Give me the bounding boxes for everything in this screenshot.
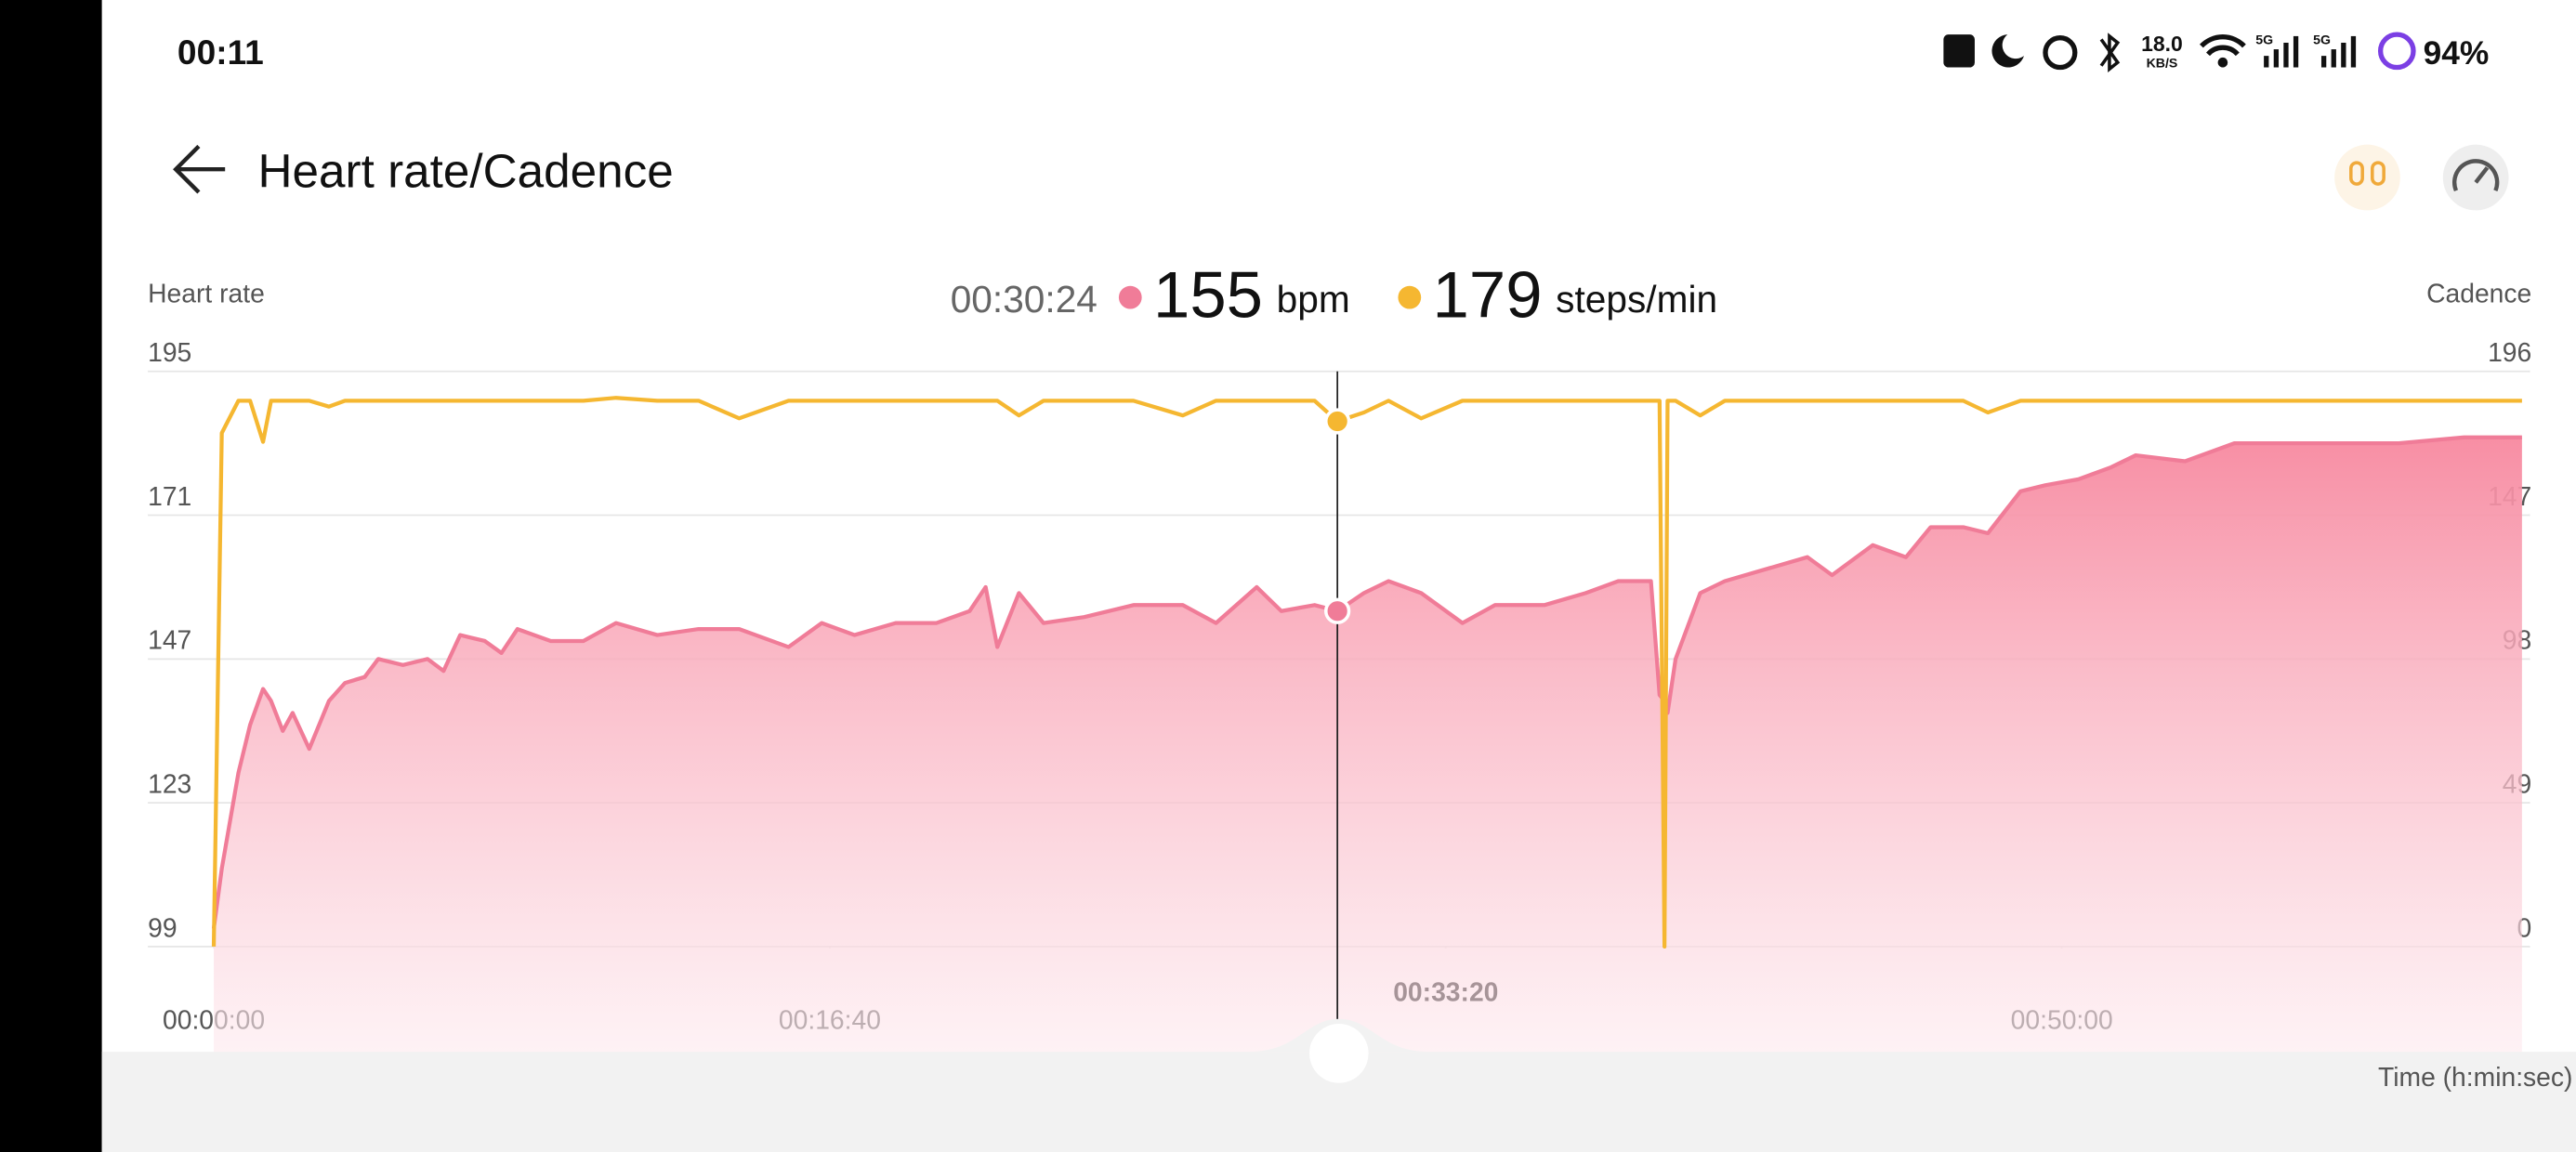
y2-tick-label: 196 [2488, 337, 2531, 367]
wifi-dot [2217, 57, 2228, 68]
sig [2273, 49, 2280, 68]
sig [2350, 35, 2357, 68]
sig [2264, 56, 2269, 68]
net-speed: 18.0 [2141, 32, 2183, 56]
y-axis-label: Heart rate [148, 278, 265, 308]
sig [2341, 42, 2346, 68]
readout-time: 00:30:24 [951, 278, 1097, 321]
wifi-icon [2200, 34, 2246, 57]
sim1: 5G [2255, 33, 2273, 47]
scrubber-handle[interactable] [1308, 1024, 1369, 1083]
sim2: 5G [2313, 33, 2331, 47]
readout-hr-unit: bpm [1277, 278, 1350, 321]
sig [2293, 35, 2299, 68]
cursor-dot [1324, 408, 1351, 435]
y-tick-label: 123 [148, 768, 191, 798]
status-time: 00:11 [177, 33, 264, 72]
page-title: Heart rate/Cadence [258, 145, 674, 198]
battery: 94% [2424, 35, 2490, 72]
y-tick-label: 99 [148, 912, 177, 942]
speed-button[interactable] [2442, 144, 2509, 211]
steps-button[interactable] [2334, 144, 2400, 211]
y-tick-label: 171 [148, 481, 191, 511]
gauge [2452, 159, 2500, 192]
foot [2349, 161, 2364, 186]
cursor-dot [1324, 597, 1351, 624]
line [211, 435, 2522, 929]
needle [2474, 166, 2490, 184]
sig [2331, 49, 2336, 68]
back-button[interactable] [173, 144, 226, 194]
alarm-icon [2043, 35, 2078, 71]
y2-axis-label: Cadence [2426, 278, 2531, 308]
net-unit: KB/S [2147, 56, 2178, 71]
foot [2371, 161, 2385, 186]
status-icons [1943, 32, 2416, 72]
moon-icon [1991, 34, 2024, 68]
readout-hr: 155 [1153, 257, 1263, 331]
nfc-icon [1943, 34, 1975, 68]
speed-bg [2442, 144, 2509, 211]
readout-cad: 179 [1433, 257, 1543, 331]
sig [2283, 42, 2289, 68]
y-tick-label: 147 [148, 625, 191, 655]
sig [2320, 56, 2327, 68]
hr-dot [1118, 285, 1142, 309]
readout-cad-unit: steps/min [1556, 278, 1717, 321]
x-axis-label: Time (h:min:sec) [2378, 1062, 2572, 1092]
plot: 991231471711950499814719600:00:0000:16:4… [148, 337, 2531, 1053]
steps-bg [2334, 144, 2400, 211]
area [214, 437, 2522, 1053]
cad-dot [1398, 285, 1422, 309]
y-tick-label: 195 [148, 337, 191, 367]
black-bar [0, 0, 102, 1152]
battery-ring [2377, 32, 2416, 71]
line [211, 396, 2522, 949]
bt-icon [2099, 33, 2121, 72]
